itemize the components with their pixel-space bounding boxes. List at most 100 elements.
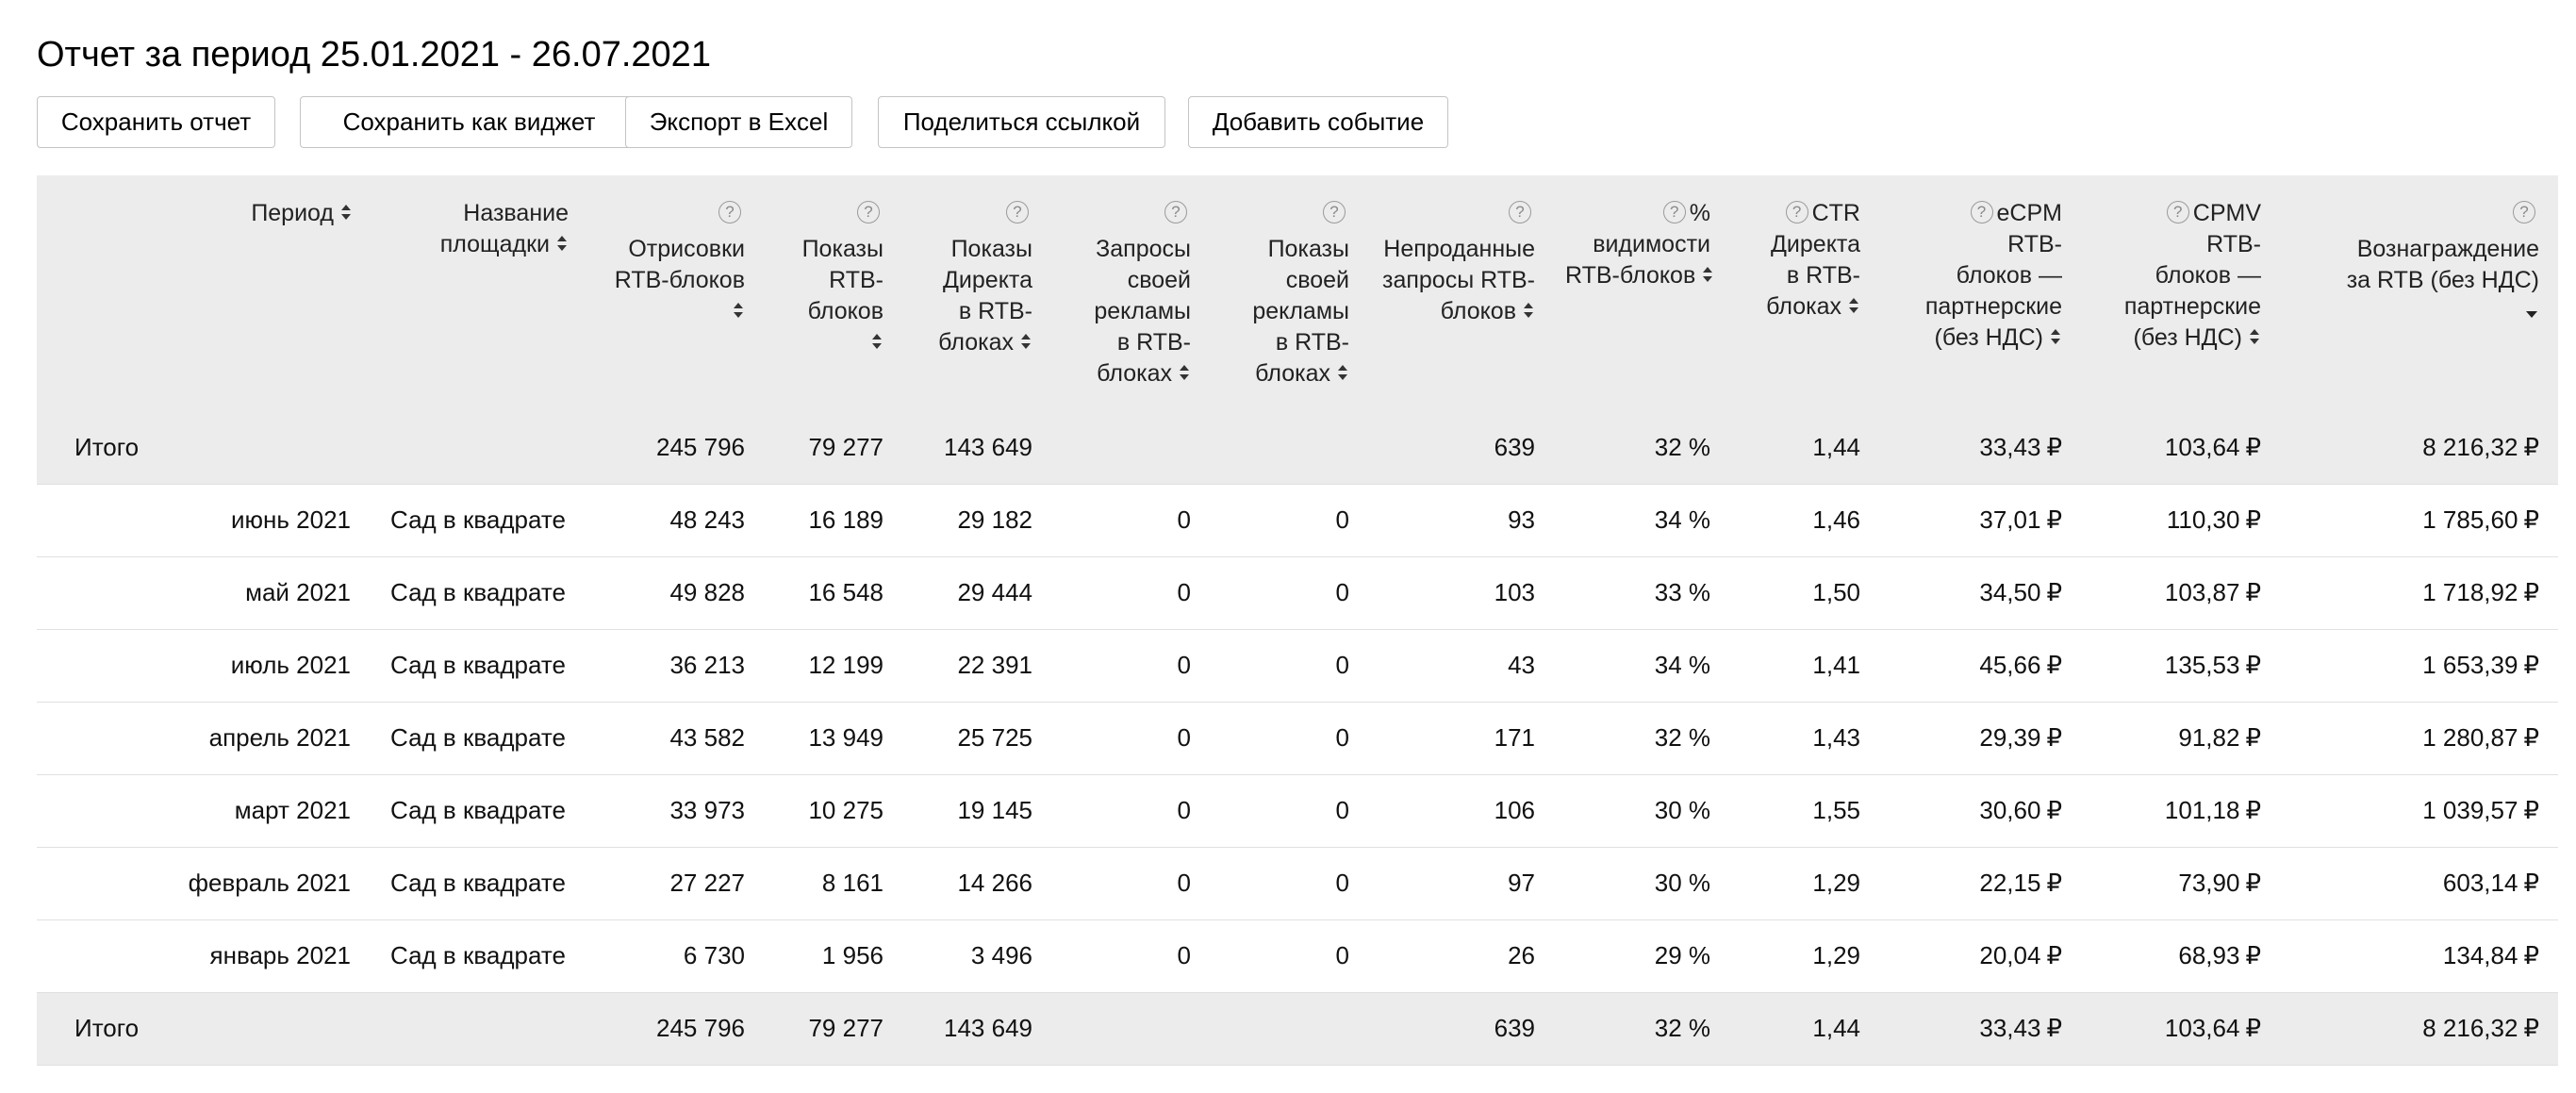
column-header-label: RTB- [2206,231,2261,257]
table-cell: 106 [1368,774,1554,848]
cell-value: 34 % [1654,651,1710,679]
cell-value: 30,60 [1979,796,2041,824]
table-cell: 48 243 [587,484,764,557]
help-icon[interactable]: ? [1323,201,1346,224]
column-header-label: RTB- [2007,231,2062,257]
sort-icon [2051,329,2060,345]
table-cell: 103,87 ₽ [2081,556,2280,630]
table-row[interactable]: май 2021 Сад в квадрате 49 828 16 548 29 444… [37,556,2558,630]
column-header-own-requests[interactable]: ? Запросы своей рекламы в RTB-блоках [1051,175,1210,411]
column-header-reward[interactable]: ? Вознаграждение за RTB (без НДС) [2280,175,2558,411]
cell-value: 32 % [1654,723,1710,752]
column-header-visibility[interactable]: ?% видимости RTB-блоков [1554,175,1729,411]
help-icon[interactable]: ? [857,201,880,224]
column-header-label: CPMV [2192,200,2261,226]
table-row[interactable]: апрель 2021 Сад в квадрате 43 582 13 949 25 … [37,702,2558,775]
column-header-site[interactable]: Название площадки [370,175,587,411]
add-event-button[interactable]: Добавить событие [1188,96,1448,148]
table-cell: 30,60 ₽ [1879,774,2081,848]
table-cell: 0 [1210,774,1368,848]
table-cell: 143 649 [902,411,1051,485]
table-cell: 1,55 [1729,774,1879,848]
cell-value: 0 [1177,796,1191,824]
column-header-label: Директа [1771,231,1860,257]
column-header-label: CTR [1811,200,1860,226]
share-link-button[interactable]: Поделиться ссылкой [878,96,1165,148]
currency-symbol: ₽ [2046,723,2062,752]
help-icon[interactable]: ? [1785,201,1808,224]
help-icon[interactable]: ? [1164,201,1187,224]
cell-value: 1 280,87 [2422,723,2518,752]
cell-value: апрель 2021 [208,723,351,752]
cell-value: 134,84 [2442,941,2518,969]
cell-value: 91,82 [2178,723,2240,752]
table-cell: февраль 2021 [37,847,370,920]
table-cell: 26 [1368,919,1554,993]
help-icon[interactable]: ? [1662,201,1686,224]
table-cell: 22,15 ₽ [1879,847,2081,920]
table-row[interactable]: июль 2021 Сад в квадрате 36 213 12 199 22 39… [37,629,2558,703]
sort-icon [2250,329,2259,345]
column-header-own-shows[interactable]: ? Показы своей рекламы в RTB-блоках [1210,175,1368,411]
currency-symbol: ₽ [2046,578,2062,606]
column-header-ctr[interactable]: ? CTR Директа в RTB-блоках [1729,175,1879,411]
table-cell: июнь 2021 [37,484,370,557]
cell-value: 34,50 [1979,578,2041,606]
cell-value: 103,87 [2164,578,2240,606]
column-header-direct-shows[interactable]: ? Показы Директа в RTB-блоках [902,175,1051,411]
table-cell: 10 275 [764,774,902,848]
help-icon[interactable]: ? [2166,201,2189,224]
table-cell: Сад в квадрате [370,774,587,848]
currency-symbol: ₽ [2523,505,2539,534]
column-header-cpmv[interactable]: ? CPMV RTB-блоков — партнерские (без НДС) [2081,175,2280,411]
cell-value: 245 796 [656,432,745,461]
table-cell: 34 % [1554,484,1729,557]
column-header-unsold-requests[interactable]: ? Непроданные запросы RTB-блоков [1368,175,1554,411]
table-cell: 0 [1210,556,1368,630]
table-cell: 8 161 [764,847,902,920]
column-header-period[interactable]: Период [37,175,370,411]
cell-value: 0 [1335,941,1349,969]
column-header-ecpm[interactable]: ? eCPM RTB-блоков — партнерские (без НДС) [1879,175,2081,411]
help-icon[interactable]: ? [1509,201,1531,224]
column-header-label: площадки [439,231,550,257]
column-header-label: % [1689,200,1710,226]
table-cell: 33,43 ₽ [1879,411,2081,485]
cell-value: 1,29 [1812,941,1860,969]
cell-value: 34 % [1654,505,1710,534]
table-cell: 8 216,32 ₽ [2280,992,2558,1066]
cell-value: 16 189 [808,505,883,534]
table-row[interactable]: март 2021 Сад в квадрате 33 973 10 275 19 14… [37,774,2558,848]
cell-value: 103,64 [2164,1014,2240,1042]
table-cell: март 2021 [37,774,370,848]
export-excel-button[interactable]: Экспорт в Excel [625,96,852,148]
help-icon[interactable]: ? [1970,201,1993,224]
table-cell: 1,43 [1729,702,1879,775]
column-header-label: Отрисовки [628,236,745,262]
column-header-label: (без НДС) [1934,324,2044,351]
column-header-rtb-shows[interactable]: ? Показы RTB-блоков [764,175,902,411]
table-row[interactable]: июнь 2021 Сад в квадрате 48 243 16 189 29 18… [37,484,2558,557]
table-cell: 110,30 ₽ [2081,484,2280,557]
cell-value: 22 391 [957,651,1032,679]
help-icon[interactable]: ? [718,201,741,224]
table-cell: 32 % [1554,702,1729,775]
cell-value: 1 785,60 [2422,505,2518,534]
cell-value: 79 277 [808,1014,883,1042]
cell-value: 10 275 [808,796,883,824]
table-row[interactable]: февраль 2021 Сад в квадрате 27 227 8 161 14 … [37,847,2558,920]
save-report-button[interactable]: Сохранить отчет [37,96,275,148]
cell-value: 8 216,32 [2422,1014,2518,1042]
table-row[interactable]: январь 2021 Сад в квадрате 6 730 1 956 3 496… [37,919,2558,993]
column-header-rtb-renders[interactable]: ? Отрисовки RTB-блоков [587,175,764,411]
table-cell: 134,84 ₽ [2280,919,2558,993]
help-icon[interactable]: ? [1006,201,1029,224]
cell-value: Сад в квадрате [390,651,566,679]
cell-value: 0 [1335,651,1349,679]
cell-value: 20,04 [1979,941,2041,969]
save-as-widget-button[interactable]: Сохранить как виджет [300,96,638,148]
table-cell: 0 [1051,919,1210,993]
help-icon[interactable]: ? [2513,201,2535,224]
table-cell: 45,66 ₽ [1879,629,2081,703]
column-header-label: в RTB- [1275,329,1349,356]
